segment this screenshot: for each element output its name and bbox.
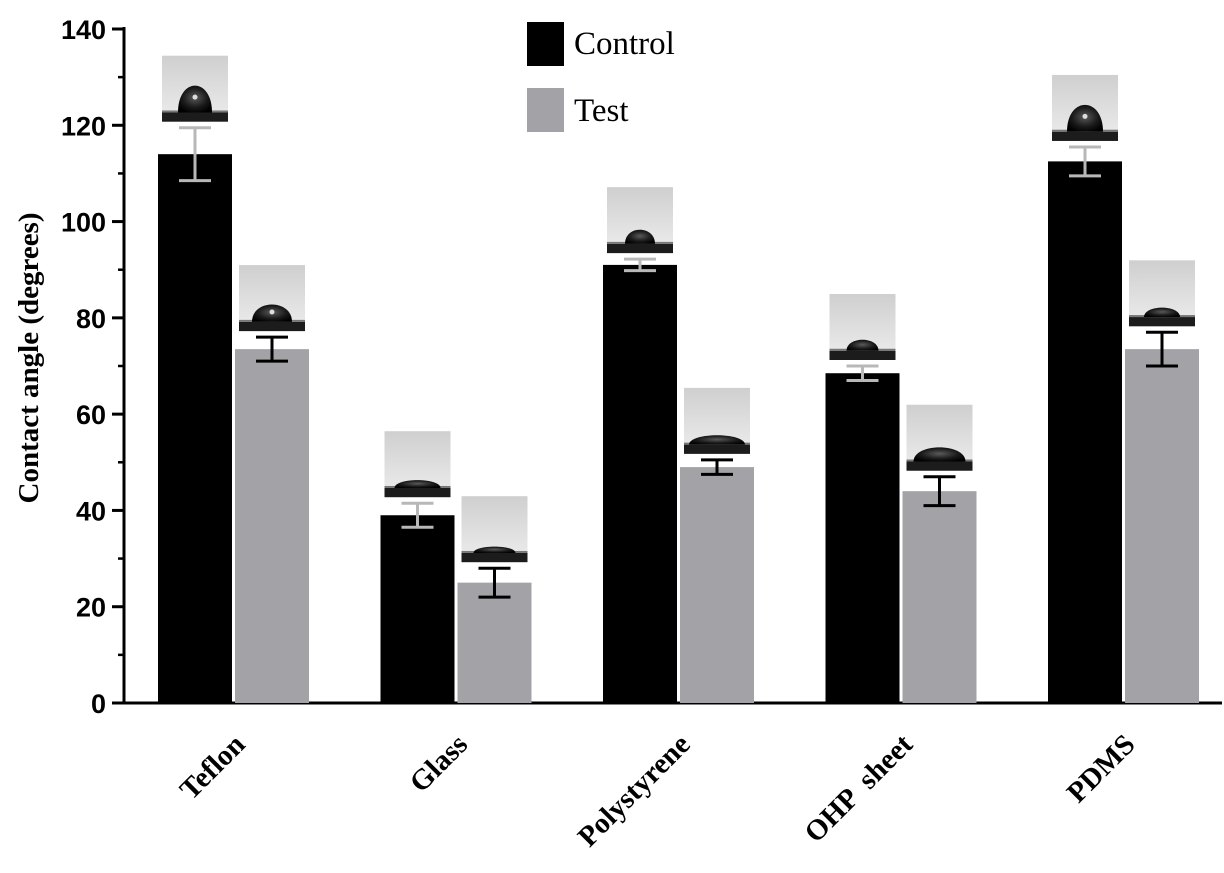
y-axis-label: Contact angle (degrees) — [13, 212, 45, 503]
droplet-inset — [684, 387, 750, 454]
error-bar — [1069, 145, 1101, 178]
y-tick-label: 60 — [76, 400, 106, 430]
legend-label-test: Test — [574, 93, 629, 129]
x-tick-label: Glass — [404, 728, 474, 798]
error-bar — [478, 566, 511, 599]
droplet-inset — [461, 496, 528, 563]
bar-control — [1048, 161, 1122, 704]
droplet-inset — [607, 187, 673, 254]
error-bar — [256, 335, 288, 363]
error-bar — [401, 501, 434, 529]
droplet-inset — [239, 265, 305, 332]
category-labels: Teflon Glass Polystyrene OHP sheet PDMS — [174, 728, 1142, 853]
legend-swatch-test — [527, 88, 564, 132]
legend: Control Test — [527, 22, 675, 132]
bar-test — [457, 582, 532, 703]
error-bar — [846, 364, 879, 382]
error-bar — [701, 458, 733, 476]
error-bar — [923, 475, 956, 508]
y-tick-label: 20 — [76, 593, 106, 623]
y-tick-label: 140 — [61, 15, 106, 45]
y-tick-label: 120 — [61, 111, 106, 141]
x-tick-label: Teflon — [174, 728, 252, 806]
x-tick-label: PDMS — [1061, 728, 1142, 809]
bar-test — [680, 467, 754, 703]
x-tick-label: Polystyrene — [572, 728, 697, 853]
legend-swatch-control — [527, 22, 564, 66]
bars — [158, 154, 1199, 704]
error-bar — [624, 257, 656, 273]
error-bar — [1146, 330, 1178, 368]
error-bars — [179, 126, 1178, 599]
y-axis: 0 20 40 60 80 100 120 140 — [61, 15, 126, 719]
y-tick-label: 0 — [91, 689, 106, 719]
droplet-inset — [1052, 74, 1118, 141]
y-tick-label: 40 — [76, 496, 106, 526]
droplet-inset — [162, 55, 228, 122]
droplet-inset — [906, 404, 973, 471]
x-tick-label: OHP sheet — [798, 728, 919, 849]
droplet-inset — [829, 294, 896, 360]
bar-control — [380, 515, 455, 703]
error-bar — [179, 126, 211, 183]
droplet-inset — [384, 431, 451, 498]
bar-control — [825, 373, 900, 703]
y-tick-label: 100 — [61, 208, 106, 238]
bar-control — [158, 154, 232, 703]
bar-control — [603, 264, 677, 703]
bar-test — [235, 349, 309, 703]
bar-test — [1125, 349, 1199, 703]
y-tick-label: 80 — [76, 304, 106, 334]
bar-test — [902, 491, 977, 703]
droplet-inset — [1129, 260, 1195, 327]
legend-label-control: Control — [574, 26, 675, 62]
droplet-insets — [162, 55, 1195, 563]
